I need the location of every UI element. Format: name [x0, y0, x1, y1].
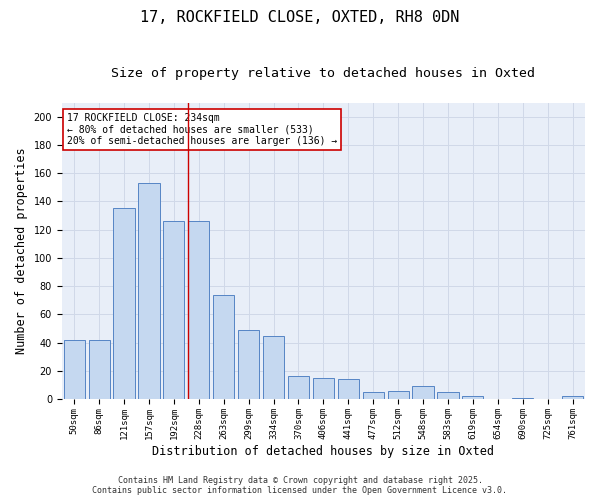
Text: Contains HM Land Registry data © Crown copyright and database right 2025.
Contai: Contains HM Land Registry data © Crown c…	[92, 476, 508, 495]
Bar	[213, 294, 235, 399]
Bar	[89, 340, 110, 399]
Bar	[263, 336, 284, 399]
X-axis label: Distribution of detached houses by size in Oxted: Distribution of detached houses by size …	[152, 444, 494, 458]
Title: Size of property relative to detached houses in Oxted: Size of property relative to detached ho…	[112, 68, 535, 80]
Bar	[362, 392, 384, 399]
Bar	[139, 183, 160, 399]
Bar	[512, 398, 533, 399]
Bar	[313, 378, 334, 399]
Bar	[338, 380, 359, 399]
Bar	[562, 396, 583, 399]
Bar	[437, 392, 458, 399]
Bar	[188, 221, 209, 399]
Text: 17, ROCKFIELD CLOSE, OXTED, RH8 0DN: 17, ROCKFIELD CLOSE, OXTED, RH8 0DN	[140, 10, 460, 25]
Bar	[462, 396, 484, 399]
Bar	[388, 390, 409, 399]
Bar	[113, 208, 134, 399]
Bar	[238, 330, 259, 399]
Bar	[163, 221, 184, 399]
Bar	[288, 376, 309, 399]
Bar	[412, 386, 434, 399]
Text: 17 ROCKFIELD CLOSE: 234sqm
← 80% of detached houses are smaller (533)
20% of sem: 17 ROCKFIELD CLOSE: 234sqm ← 80% of deta…	[67, 113, 337, 146]
Y-axis label: Number of detached properties: Number of detached properties	[15, 148, 28, 354]
Bar	[64, 340, 85, 399]
